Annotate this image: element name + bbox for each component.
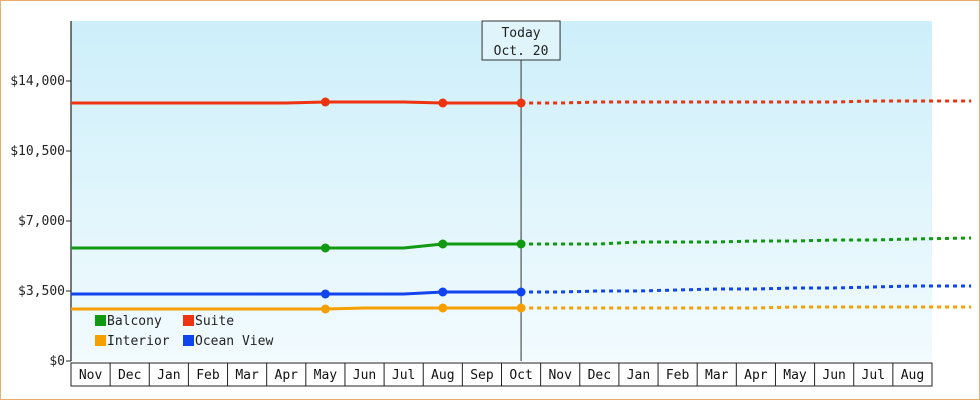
y-tick-label-1: $3,500 <box>18 284 65 299</box>
legend-swatch-suite <box>183 315 194 326</box>
month-label-3: Feb <box>196 368 220 383</box>
legend-swatch-ocean-view <box>183 335 194 346</box>
marker-balcony-6 <box>320 243 330 253</box>
legend-swatch-balcony <box>95 315 106 326</box>
month-label-11: Oct <box>509 368 532 383</box>
series-line-suite <box>71 100 522 105</box>
month-label-0: Nov <box>79 368 103 383</box>
legend-label-ocean-view: Ocean View <box>195 334 273 349</box>
today-date: Oct. 20 <box>494 44 549 59</box>
marker-suite-9 <box>438 98 448 108</box>
month-label-16: Mar <box>705 368 729 383</box>
month-label-14: Jan <box>627 368 650 383</box>
marker-interior-6 <box>320 304 330 314</box>
marker-balcony-9 <box>438 239 448 249</box>
month-label-6: May <box>314 368 338 383</box>
month-label-7: Jun <box>353 368 376 383</box>
month-label-4: Mar <box>235 368 259 383</box>
marker-ocean-view-9 <box>438 287 448 297</box>
month-label-10: Sep <box>470 368 494 383</box>
marker-ocean-view-11 <box>516 287 526 297</box>
legend-label-interior: Interior <box>107 334 170 349</box>
series-line-balcony <box>71 242 522 250</box>
month-label-9: Aug <box>431 368 454 383</box>
marker-balcony-11 <box>516 239 526 249</box>
y-tick-label-3: $10,500 <box>10 144 65 159</box>
marker-interior-11 <box>516 303 526 313</box>
y-tick-label-0: $0 <box>49 354 65 369</box>
y-tick-label-2: $7,000 <box>18 214 65 229</box>
month-label-17: Apr <box>744 368 768 383</box>
legend-label-balcony: Balcony <box>107 314 162 329</box>
marker-interior-9 <box>438 303 448 313</box>
plot-area <box>71 21 932 361</box>
series-line-ocean-view <box>71 290 522 296</box>
today-box <box>481 20 561 61</box>
month-label-18: May <box>783 368 807 383</box>
month-label-5: Apr <box>275 368 299 383</box>
marker-suite-11 <box>516 98 526 108</box>
y-tick-label-4: $14,000 <box>10 74 65 89</box>
today-label: Today <box>501 26 540 41</box>
month-label-8: Jul <box>392 368 415 383</box>
month-label-20: Jul <box>862 368 885 383</box>
marker-suite-6 <box>320 97 330 107</box>
legend-swatch-interior <box>95 335 106 346</box>
month-label-2: Jan <box>157 368 180 383</box>
month-label-19: Jun <box>822 368 845 383</box>
month-label-12: Nov <box>548 368 572 383</box>
month-label-1: Dec <box>118 368 141 383</box>
month-label-21: Aug <box>901 368 924 383</box>
marker-ocean-view-6 <box>320 289 330 299</box>
month-label-13: Dec <box>588 368 611 383</box>
legend-label-suite: Suite <box>195 314 234 329</box>
month-label-15: Feb <box>666 368 690 383</box>
series-line-interior <box>71 306 522 311</box>
